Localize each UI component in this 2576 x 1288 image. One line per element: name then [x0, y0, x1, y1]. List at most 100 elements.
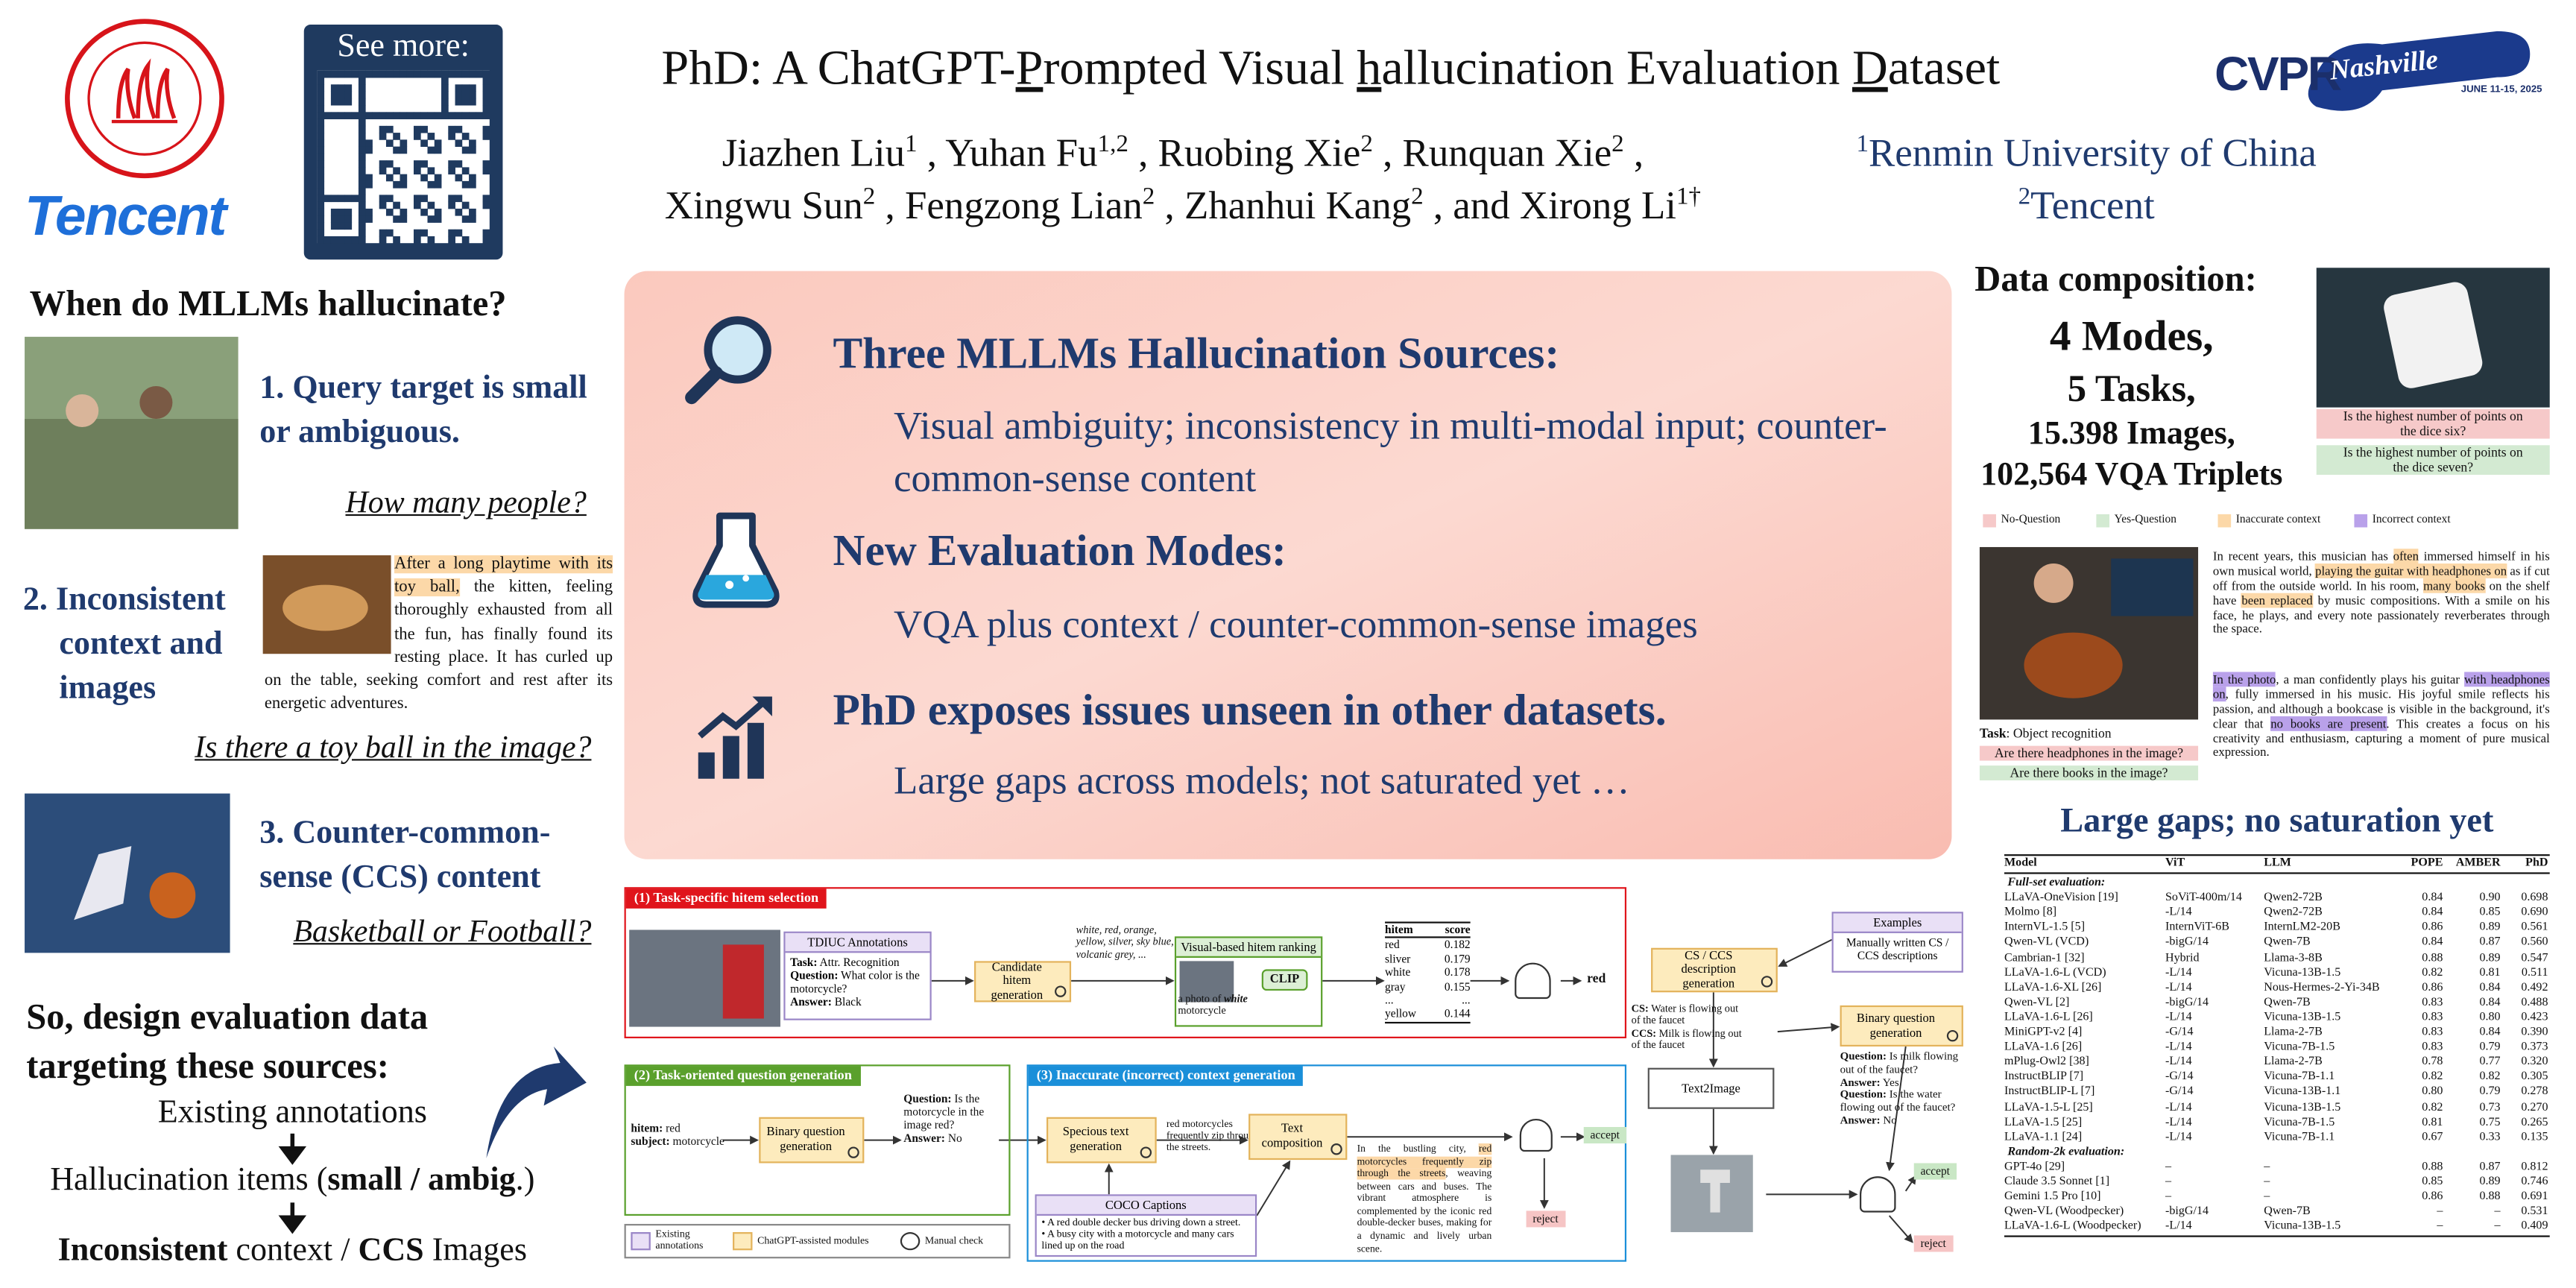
qr-module — [476, 70, 483, 78]
hitem-line: subject: motorcycle — [631, 1135, 754, 1149]
accept-label: accept — [1913, 1163, 1957, 1180]
legend-swatch — [900, 1232, 921, 1251]
qr-module — [330, 91, 338, 99]
ccs-line: CCS: Milk is flowing out of the faucet — [1632, 1029, 1746, 1053]
coco-line: • A red double decker bus driving down a… — [1041, 1217, 1241, 1229]
qr-module — [365, 180, 373, 189]
table-cell: -L/14 — [2165, 1098, 2192, 1114]
score-cell: 0.182 — [1444, 938, 1471, 953]
table-header: AMBER — [2455, 854, 2501, 869]
qr-module — [338, 91, 345, 99]
candidate-module: Candidate hitem generation — [974, 959, 1072, 1003]
photo-detail — [25, 419, 239, 529]
qr-module — [400, 70, 408, 78]
table-cell: Gemini 1.5 Pro [10] — [2004, 1187, 2101, 1203]
text-run: CS: — [1631, 1003, 1649, 1016]
table-cell: LLaVA-OneVision [19] — [2004, 888, 2118, 904]
qr-module — [461, 91, 470, 99]
score-cell: hitem — [1385, 923, 1413, 937]
text-run: white — [1224, 994, 1248, 1006]
score-cell: yellow — [1385, 1007, 1417, 1021]
table-cell: -L/14 — [2165, 1008, 2192, 1023]
qr-module — [393, 236, 400, 244]
qr-module — [330, 222, 338, 230]
gpt-icon — [847, 1146, 859, 1158]
score-cell: white — [1385, 966, 1411, 980]
qr-module — [317, 78, 325, 85]
qr-module — [482, 112, 490, 120]
table-cell: 0.492 — [2521, 978, 2548, 994]
qr-module — [448, 236, 455, 244]
composition-module: Text composition — [1248, 1114, 1348, 1161]
table-cell: 0.88 — [2479, 1187, 2501, 1203]
qr-module — [434, 180, 442, 189]
table-cell: 0.79 — [2479, 1038, 2501, 1054]
text-run: Attr. Recognition — [817, 956, 900, 970]
icon-flask — [692, 512, 780, 608]
legend-label: Incorrect context — [2372, 512, 2451, 526]
text-run: Answer: — [903, 1131, 945, 1146]
qr-module — [351, 112, 359, 120]
table-cell: 0.84 — [2479, 1023, 2501, 1038]
table-cell: 0.86 — [2422, 918, 2443, 934]
table-header: ViT — [2165, 854, 2185, 869]
text-run: Milk is flowing out of the faucet — [1631, 1028, 1742, 1052]
qr-module — [393, 201, 400, 209]
qr-module — [413, 236, 421, 244]
flow-step: Inconsistent context / CCS Images — [0, 1232, 585, 1270]
score-row: yellow 0.144 — [1385, 1008, 1471, 1021]
qr-module — [379, 160, 387, 168]
author-separator: , — [1138, 133, 1149, 176]
qr-module — [379, 112, 387, 120]
table-header: PhD — [2525, 854, 2548, 869]
qr-module — [358, 167, 366, 175]
ranking-title: Visual-based hitem ranking — [1176, 938, 1322, 958]
qr-module — [358, 91, 366, 99]
qr-module — [400, 215, 408, 223]
ruc-logo — [65, 19, 224, 179]
legend-swatch — [733, 1232, 753, 1251]
qr-module — [461, 84, 470, 92]
qr-module — [413, 112, 421, 120]
composition-stat: 15.398 Images, — [2027, 415, 2235, 452]
qr-module — [330, 112, 338, 120]
qr-module — [338, 215, 345, 223]
task-text: : Object recognition — [2006, 726, 2112, 742]
text-run: the kitten, feeling thoroughly exhausted… — [264, 578, 613, 714]
gpt-icon — [1761, 976, 1773, 988]
table-cell: 0.84 — [2422, 933, 2443, 949]
table-cell: – — [2165, 1172, 2172, 1188]
source-heading: Three MLLMs Hallucination Sources: — [833, 328, 1560, 378]
table-cell: InstructBLIP [7] — [2004, 1068, 2084, 1084]
qr-module — [455, 195, 463, 203]
legend-swatch — [631, 1232, 651, 1251]
qr-module — [427, 167, 435, 175]
qr-module — [434, 112, 442, 120]
text-run: a photo of — [1178, 994, 1225, 1006]
qr-module — [317, 222, 325, 230]
table-cell: -L/14 — [2165, 978, 2192, 994]
table-cell: -L/14 — [2165, 1113, 2192, 1128]
example-question: Basketball or Football? — [293, 915, 592, 950]
qr-module — [372, 112, 380, 120]
qr-module — [400, 146, 408, 154]
qr-module — [351, 195, 359, 203]
clip-model: CLIP — [1261, 969, 1308, 991]
composition-stat: 4 Modes, — [2049, 312, 2214, 360]
qr-module — [317, 70, 325, 78]
title-part: PhD: A ChatGPT- — [661, 41, 1016, 95]
table-cell: 0.89 — [2479, 918, 2501, 934]
pipeline-legend — [624, 1224, 1011, 1259]
table-cell: 0.81 — [2422, 1113, 2443, 1128]
qr-module — [323, 236, 332, 244]
author-line: Jiazhen Liu1 , Yuhan Fu1,2 , Ruobing Xie… — [493, 131, 1872, 177]
table-cell: 0.82 — [2422, 963, 2443, 979]
qr-module — [344, 208, 353, 216]
text-run: been replaced — [2241, 592, 2313, 607]
qr-module — [365, 112, 373, 120]
text-run: . This creates a focus on his creativity… — [2212, 716, 2550, 760]
qr-module — [365, 70, 373, 78]
affiliation: 1Renmin University of China — [1807, 131, 2365, 177]
